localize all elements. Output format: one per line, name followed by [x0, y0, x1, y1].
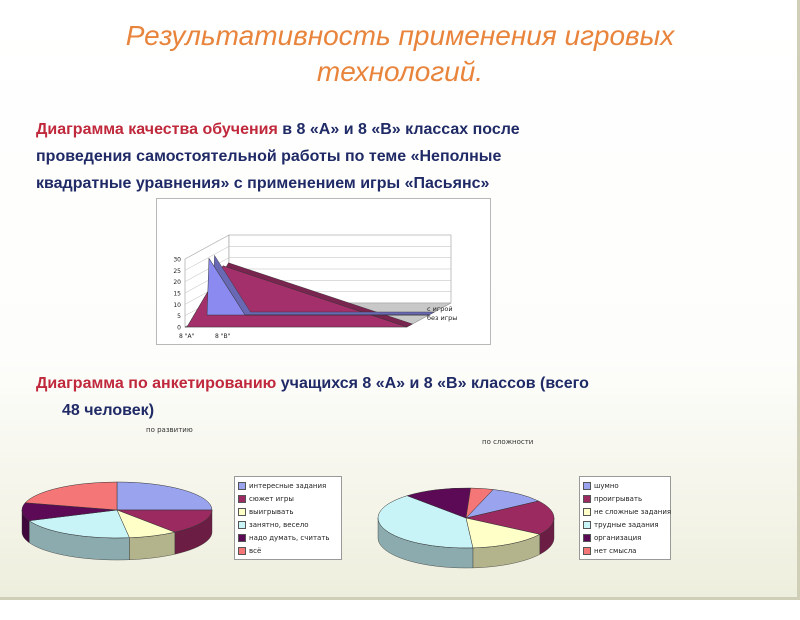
- legend-label: занятно, весело: [249, 520, 309, 529]
- description-lead: Диаграмма по анкетированию: [36, 375, 277, 392]
- legend-swatch: [238, 494, 246, 503]
- pie-slice: [465, 487, 494, 519]
- legend-item: надо думать, считать: [238, 531, 338, 544]
- pie-svg: [21, 481, 213, 561]
- legend-swatch: [238, 546, 246, 555]
- y-tick-label: 15: [173, 291, 181, 298]
- legend-item: нет смысла: [583, 544, 667, 557]
- quality-chart-description: Диаграмма качества обучения в 8 «А» и 8 …: [36, 116, 766, 197]
- pie-svg: [377, 487, 555, 569]
- legend-label: шумно: [594, 481, 619, 490]
- legend-swatch: [583, 507, 591, 516]
- pie-slice: [377, 495, 474, 549]
- gridline: [184, 234, 451, 260]
- legend-label: нет смысла: [594, 546, 637, 555]
- pie-slice: [116, 481, 213, 511]
- pie-slice: [116, 509, 213, 533]
- gridline: [184, 257, 451, 282]
- legend-item: не сложные задания: [583, 505, 671, 518]
- y-tick-label: 30: [173, 257, 181, 264]
- legend-swatch: [238, 533, 246, 542]
- x-tick-label: 8 "В": [215, 333, 231, 340]
- legend-label: всё: [249, 546, 262, 555]
- description-lead: Диаграмма качества обучения: [36, 121, 278, 138]
- pie-slice: [28, 509, 130, 539]
- y-tick-label: 20: [173, 279, 181, 286]
- pie-slice: [465, 517, 541, 549]
- pie-legend-difficulty: шумно проигрывать не сложные задания трудны…: [579, 476, 671, 560]
- area-series-face: [206, 257, 429, 316]
- legend-swatch: [238, 481, 246, 490]
- legend-label: организация: [594, 533, 642, 542]
- legend-swatch: [583, 520, 591, 529]
- y-tick-label: 25: [173, 268, 181, 275]
- legend-swatch: [238, 520, 246, 529]
- pie-legend-development: интересные задания сюжет игры выигрывать за…: [234, 476, 342, 560]
- legend-label: сюжет игры: [249, 494, 294, 503]
- legend-item: проигрывать: [583, 492, 667, 505]
- survey-chart-description: Диаграмма по анкетированию учащихся 8 «А…: [36, 370, 766, 424]
- slide-frame: [0, 0, 800, 600]
- description-line: квадратные уравнения» с применением игры…: [36, 175, 490, 192]
- pie-chart-development: [20, 426, 350, 586]
- description-line: проведения самостоятельной работы по тем…: [36, 148, 502, 165]
- legend-label: интересные задания: [249, 481, 327, 490]
- pie-slice: [406, 487, 471, 519]
- pie-chart-difficulty: [374, 438, 674, 578]
- legend-swatch: [238, 507, 246, 516]
- legend-swatch: [583, 533, 591, 542]
- legend-swatch: [583, 546, 591, 555]
- description-text: учащихся 8 «А» и 8 «В» классов (всего: [276, 375, 589, 392]
- pie-slice: [24, 481, 118, 511]
- pie-title-difficulty: по сложности: [482, 438, 534, 446]
- legend-item: интересные задания: [238, 479, 338, 492]
- legend-item: трудные задания: [583, 518, 667, 531]
- legend-item: сюжет игры: [238, 492, 338, 505]
- pie-title-development: по развитию: [146, 426, 193, 434]
- description-text: в 8 «А» и 8 «В» классах после: [277, 121, 520, 138]
- slide-title: Результативность применения игровых техн…: [125, 20, 675, 87]
- legend-label: надо думать, считать: [249, 533, 330, 542]
- legend-label: выигрывать: [249, 507, 294, 516]
- legend-swatch: [583, 494, 591, 503]
- y-tick-label: 0: [177, 325, 181, 332]
- y-tick-label: 5: [177, 313, 181, 320]
- x-tick-label: 8 "А": [179, 333, 195, 340]
- y-tick-label: 10: [173, 302, 181, 309]
- legend-item: выигрывать: [238, 505, 338, 518]
- pie-slice: [465, 500, 555, 535]
- legend-item: организация: [583, 531, 667, 544]
- legend-label: проигрывать: [594, 494, 643, 503]
- legend-label: трудные задания: [594, 520, 659, 529]
- description-line: 48 человек): [62, 402, 155, 419]
- area-chart-3d: 0 5 10 15 20 25 30 8 "А" 8 "В" с игрой без игры: [156, 198, 491, 345]
- legend-item: занятно, весело: [238, 518, 338, 531]
- legend-label: с игрой: [427, 305, 453, 313]
- legend-label: не сложные задания: [594, 507, 672, 516]
- legend-item: шумно: [583, 479, 667, 492]
- gridline: [184, 246, 451, 271]
- legend-swatch: [583, 481, 591, 490]
- legend-item: всё: [238, 544, 338, 557]
- legend-label: без игры: [427, 314, 457, 322]
